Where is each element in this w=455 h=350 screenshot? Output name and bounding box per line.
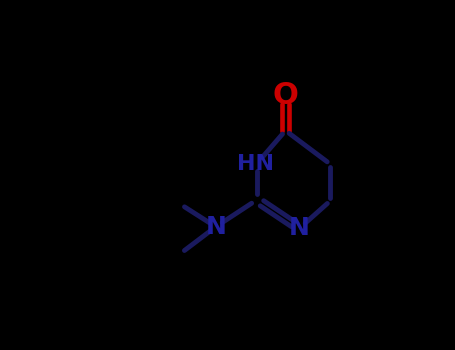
Text: N: N (289, 216, 310, 240)
Text: HN: HN (237, 154, 274, 174)
Text: N: N (205, 215, 226, 239)
Text: O: O (273, 82, 298, 110)
